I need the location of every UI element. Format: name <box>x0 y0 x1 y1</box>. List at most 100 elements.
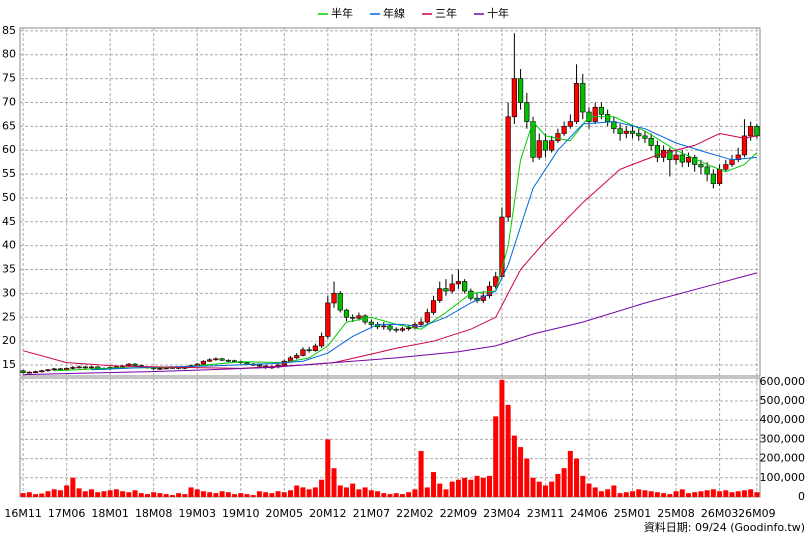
y2-tick-label: 500,000 <box>760 394 806 407</box>
volume-bar <box>350 483 356 497</box>
y2-tick-label: 300,000 <box>760 432 806 445</box>
candle-body <box>200 360 207 365</box>
volume-bar <box>393 493 399 497</box>
volume-bar <box>387 494 393 497</box>
volume-bar <box>505 404 511 497</box>
volume-bar <box>343 487 349 497</box>
candle-body <box>667 149 673 161</box>
volume-bar <box>101 491 107 497</box>
volume-bar <box>213 493 219 497</box>
volume-bar <box>561 468 567 497</box>
candle-body <box>716 169 723 184</box>
candle-body <box>536 140 542 158</box>
candle-body <box>157 368 163 370</box>
candle-body <box>312 345 318 351</box>
candle-body <box>679 154 685 163</box>
candle-body <box>306 349 312 352</box>
volume-bar <box>244 494 250 497</box>
x-tick-label: 17M06 <box>48 507 86 520</box>
candle-body <box>225 359 231 362</box>
volume-bar <box>95 492 101 497</box>
candle-body <box>449 283 455 292</box>
candle-body <box>524 102 530 122</box>
candle-body <box>598 106 605 115</box>
candle-body <box>443 288 449 292</box>
y-tick-label: 45 <box>2 215 16 228</box>
candle-body <box>685 157 692 163</box>
volume-bar <box>337 485 343 497</box>
candle-body <box>617 128 623 134</box>
candle-body <box>623 130 629 134</box>
candle-body <box>723 164 729 170</box>
volume-bar <box>76 488 82 497</box>
y-tick-label: 80 <box>2 48 16 61</box>
volume-bar <box>89 489 95 497</box>
volume-bar <box>163 494 169 497</box>
candle-body <box>294 355 300 359</box>
x-tick-label: 18M08 <box>135 507 173 520</box>
y-tick-label: 60 <box>2 143 16 156</box>
volume-bar <box>269 493 275 497</box>
candle-body <box>748 126 754 137</box>
legend-label: 年線 <box>383 6 405 20</box>
ma-line <box>91 121 757 371</box>
volume-bar <box>480 477 486 497</box>
candle-body <box>567 121 573 127</box>
volume-bar <box>710 489 716 497</box>
x-tick-label: 25M01 <box>614 507 652 520</box>
y-tick-label: 85 <box>2 24 16 37</box>
volume-bar <box>661 493 667 497</box>
volume-bar <box>530 477 536 497</box>
x-tick-label: 21M07 <box>353 507 391 520</box>
volume-bar <box>312 487 318 497</box>
candle-body <box>592 106 598 122</box>
volume-bar <box>642 490 648 497</box>
volume-bar <box>474 475 480 497</box>
y-tick-label: 30 <box>2 286 16 299</box>
candle-body <box>642 135 648 139</box>
candle-body <box>673 154 679 161</box>
volume-bar <box>176 493 182 497</box>
candle-body <box>207 359 213 362</box>
volume-bar <box>586 483 592 497</box>
volume-bar <box>542 485 548 497</box>
x-tick-label: 22M09 <box>440 507 478 520</box>
volume-bar <box>120 491 126 497</box>
volume-bar <box>580 475 586 497</box>
volume-bar <box>250 495 256 497</box>
candle-body <box>82 366 88 369</box>
legend-label: 三年 <box>435 6 457 20</box>
volume-bar <box>45 491 51 497</box>
y-tick-label: 15 <box>2 358 16 371</box>
volume-bar <box>306 489 312 497</box>
volume-bar <box>592 487 598 497</box>
volume-bar <box>207 492 213 497</box>
volume-bar <box>126 492 132 497</box>
volume-bar <box>20 493 26 497</box>
volume-bar <box>256 491 262 497</box>
candle-body <box>343 309 350 318</box>
x-tick-label: 23M04 <box>483 507 521 520</box>
candle-body <box>337 293 343 311</box>
x-tick-label: 20M05 <box>266 507 304 520</box>
volume-bar <box>754 492 760 497</box>
candle-body <box>430 300 437 313</box>
volume-bar <box>673 491 679 497</box>
candle-body <box>331 293 337 304</box>
price-panel <box>19 27 761 377</box>
volume-bar <box>748 489 754 497</box>
volume-bar <box>717 491 723 497</box>
candle-body <box>517 78 524 103</box>
candle-body <box>356 315 362 319</box>
y-tick-label: 20 <box>2 334 16 347</box>
y-tick-label: 70 <box>2 95 16 108</box>
volume-bar <box>238 493 244 497</box>
candle-body <box>729 159 735 165</box>
footer: 資料日期: 09/24 (Goodinfo.tw) <box>644 520 805 534</box>
candle-body <box>387 325 393 330</box>
candle-body <box>455 281 462 285</box>
volume-bar <box>362 487 368 497</box>
volume-bar <box>704 490 710 497</box>
y2-tick-label: 400,000 <box>760 413 806 426</box>
